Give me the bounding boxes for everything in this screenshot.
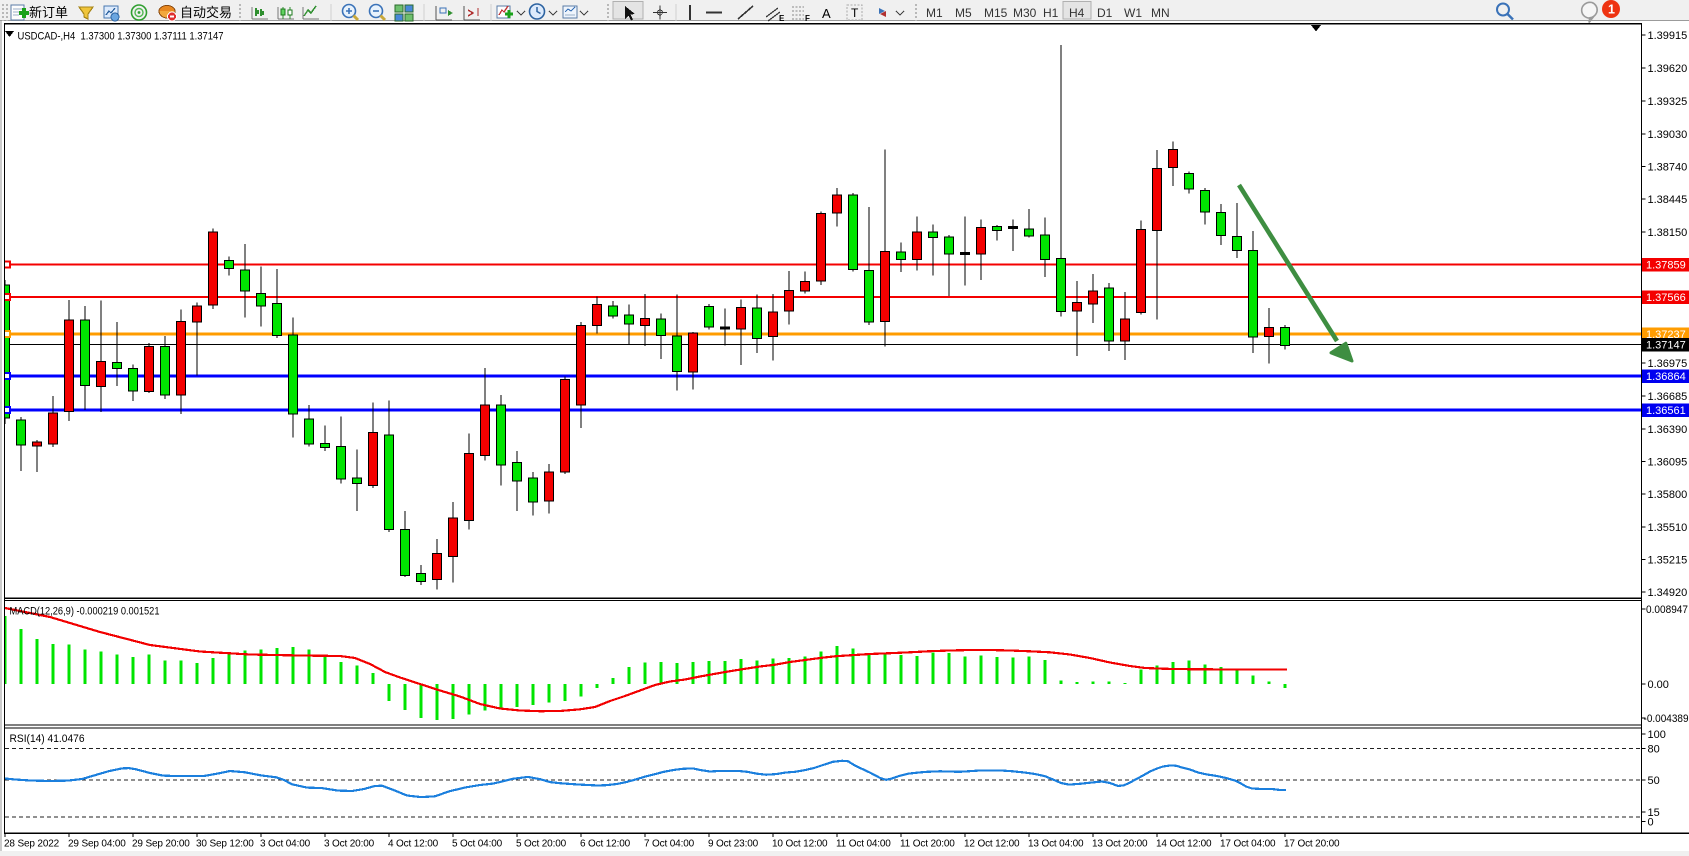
svg-text:100: 100 bbox=[1648, 729, 1666, 741]
svg-text:1.38150: 1.38150 bbox=[1648, 227, 1688, 239]
svg-text:-0.004389: -0.004389 bbox=[1644, 713, 1689, 725]
svg-text:RSI(14) 41.0476: RSI(14) 41.0476 bbox=[10, 733, 85, 745]
svg-text:9 Oct 23:00: 9 Oct 23:00 bbox=[708, 839, 759, 850]
svg-text:15: 15 bbox=[1648, 807, 1660, 819]
svg-text:0.00: 0.00 bbox=[1648, 679, 1669, 691]
svg-text:14 Oct 12:00: 14 Oct 12:00 bbox=[1156, 839, 1212, 850]
svg-text:1.38740: 1.38740 bbox=[1648, 162, 1688, 174]
svg-text:4 Oct 12:00: 4 Oct 12:00 bbox=[388, 839, 439, 850]
svg-text:5 Oct 20:00: 5 Oct 20:00 bbox=[516, 839, 567, 850]
svg-text:17 Oct 04:00: 17 Oct 04:00 bbox=[1220, 839, 1276, 850]
svg-text:H4: H4 bbox=[1069, 6, 1085, 20]
svg-text:0: 0 bbox=[1648, 817, 1654, 829]
svg-text:E: E bbox=[779, 14, 785, 23]
svg-text:T: T bbox=[851, 6, 859, 20]
svg-text:M1: M1 bbox=[926, 6, 943, 20]
svg-text:1.37147: 1.37147 bbox=[1646, 340, 1686, 352]
svg-text:M5: M5 bbox=[955, 6, 972, 20]
svg-text:11 Oct 04:00: 11 Oct 04:00 bbox=[836, 839, 891, 850]
svg-text:12 Oct 12:00: 12 Oct 12:00 bbox=[964, 839, 1020, 850]
svg-text:1.36561: 1.36561 bbox=[1646, 405, 1686, 417]
svg-text:A: A bbox=[822, 6, 831, 21]
svg-text:H1: H1 bbox=[1043, 6, 1059, 20]
svg-text:13 Oct 04:00: 13 Oct 04:00 bbox=[1028, 839, 1084, 850]
svg-text:1.39620: 1.39620 bbox=[1648, 63, 1688, 75]
svg-text:MACD(12,26,9) -0.000219 0.0015: MACD(12,26,9) -0.000219 0.001521 bbox=[10, 606, 160, 618]
svg-text:1.36975: 1.36975 bbox=[1648, 358, 1688, 370]
svg-text:1: 1 bbox=[1608, 3, 1615, 17]
svg-text:MN: MN bbox=[1151, 6, 1170, 20]
svg-text:30 Sep 12:00: 30 Sep 12:00 bbox=[196, 839, 254, 850]
svg-text:13 Oct 20:00: 13 Oct 20:00 bbox=[1092, 839, 1148, 850]
svg-text:7 Oct 04:00: 7 Oct 04:00 bbox=[644, 839, 695, 850]
svg-text:自动交易: 自动交易 bbox=[180, 5, 232, 20]
svg-text:1.38445: 1.38445 bbox=[1648, 194, 1688, 206]
svg-text:80: 80 bbox=[1648, 744, 1660, 756]
svg-text:1.37859: 1.37859 bbox=[1646, 260, 1686, 272]
svg-text:USDCAD-,H4 1.37300 1.37300 1.: USDCAD-,H4 1.37300 1.37300 1.37111 1.371… bbox=[18, 31, 224, 43]
svg-text:1.36095: 1.36095 bbox=[1648, 457, 1688, 469]
svg-text:1.35510: 1.35510 bbox=[1648, 522, 1688, 534]
svg-text:1.35800: 1.35800 bbox=[1648, 489, 1688, 501]
svg-text:50: 50 bbox=[1648, 775, 1660, 787]
svg-text:1.39915: 1.39915 bbox=[1648, 30, 1688, 42]
svg-text:新订单: 新订单 bbox=[29, 5, 68, 20]
svg-text:1.37566: 1.37566 bbox=[1646, 292, 1686, 304]
svg-text:3 Oct 04:00: 3 Oct 04:00 bbox=[260, 839, 311, 850]
svg-text:29 Sep 04:00: 29 Sep 04:00 bbox=[68, 839, 126, 850]
svg-text:6 Oct 12:00: 6 Oct 12:00 bbox=[580, 839, 631, 850]
svg-text:5 Oct 04:00: 5 Oct 04:00 bbox=[452, 839, 503, 850]
svg-text:D1: D1 bbox=[1097, 6, 1113, 20]
svg-text:29 Sep 20:00: 29 Sep 20:00 bbox=[132, 839, 190, 850]
svg-text:1.36390: 1.36390 bbox=[1648, 424, 1688, 436]
svg-text:F: F bbox=[805, 14, 810, 23]
svg-text:1.39325: 1.39325 bbox=[1648, 96, 1688, 108]
svg-text:M30: M30 bbox=[1013, 6, 1037, 20]
svg-text:10 Oct 12:00: 10 Oct 12:00 bbox=[772, 839, 828, 850]
svg-text:11 Oct 20:00: 11 Oct 20:00 bbox=[900, 839, 955, 850]
svg-text:1.34920: 1.34920 bbox=[1648, 587, 1688, 599]
svg-text:1.36685: 1.36685 bbox=[1648, 391, 1688, 403]
svg-text:1.39030: 1.39030 bbox=[1648, 129, 1688, 141]
svg-text:28 Sep 2022: 28 Sep 2022 bbox=[4, 839, 60, 850]
svg-text:1.36864: 1.36864 bbox=[1646, 371, 1686, 383]
svg-text:3 Oct 20:00: 3 Oct 20:00 bbox=[324, 839, 375, 850]
svg-text:17 Oct 20:00: 17 Oct 20:00 bbox=[1284, 839, 1340, 850]
svg-text:1.35215: 1.35215 bbox=[1648, 555, 1688, 567]
svg-text:M15: M15 bbox=[984, 6, 1008, 20]
svg-text:W1: W1 bbox=[1124, 6, 1142, 20]
svg-text:0.008947: 0.008947 bbox=[1646, 604, 1688, 616]
